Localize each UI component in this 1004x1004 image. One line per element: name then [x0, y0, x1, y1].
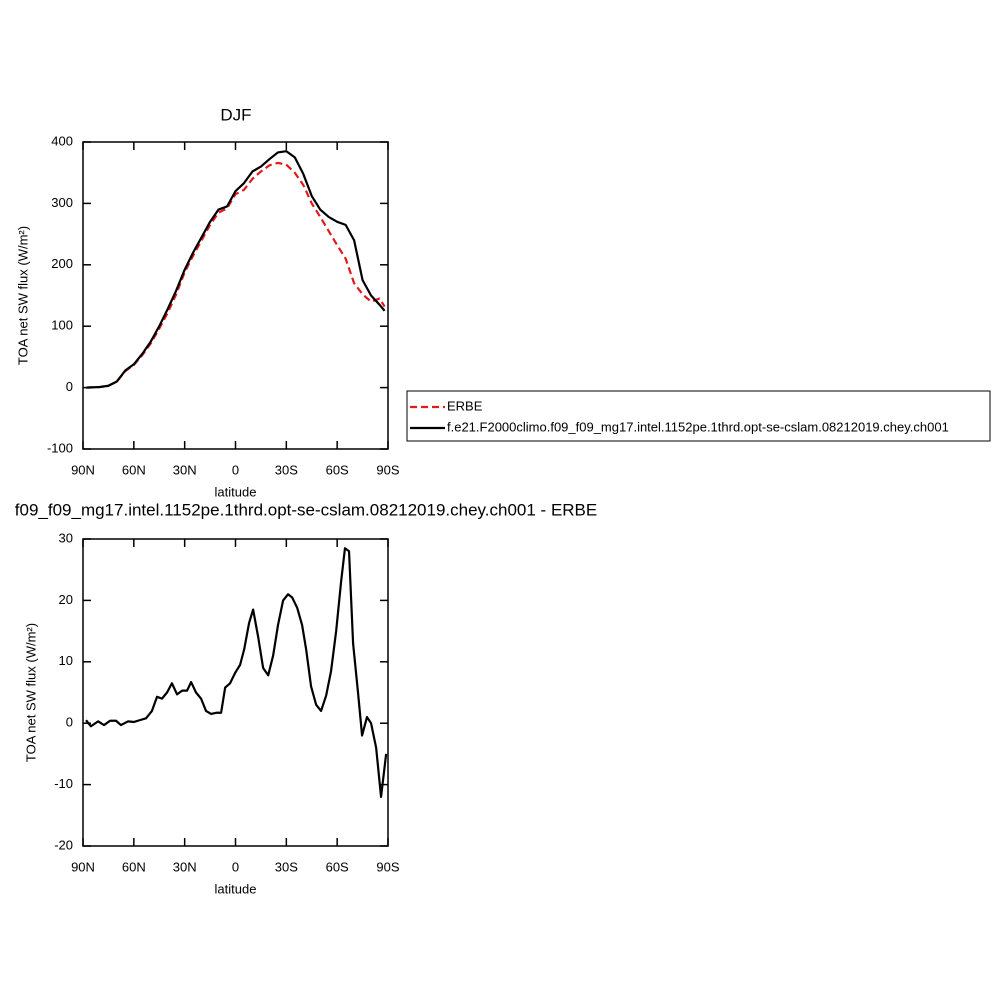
x-tick-label: 60S: [326, 462, 349, 477]
x-tick-label: 0: [232, 462, 239, 477]
x-tick-label: 90S: [376, 462, 399, 477]
x-tick-label: 60N: [122, 462, 146, 477]
y-tick-label: 0: [66, 715, 73, 730]
x-tick-label: 30N: [173, 859, 197, 874]
x-tick-label: 30S: [275, 859, 298, 874]
plot-frame: [82, 538, 389, 847]
legend-label: ERBE: [447, 398, 483, 413]
y-tick-label: 10: [59, 653, 73, 668]
y-tick-label: 200: [51, 256, 73, 271]
x-tick-label: 30S: [275, 462, 298, 477]
chart-title: DJF: [220, 105, 251, 124]
x-tick-label: 90N: [71, 859, 95, 874]
series-line: [85, 547, 388, 798]
x-tick-label: 0: [232, 859, 239, 874]
x-tick-label: 90S: [376, 859, 399, 874]
x-tick-label: 30N: [173, 462, 197, 477]
y-tick-label: 0: [66, 379, 73, 394]
y-tick-label: 400: [51, 133, 73, 148]
y-tick-label: -100: [47, 440, 73, 455]
chart-title: f09_f09_mg17.intel.1152pe.1thrd.opt-se-c…: [15, 500, 597, 519]
series-line: [86, 150, 386, 389]
x-axis-label: latitude: [215, 881, 257, 896]
y-tick-label: 20: [59, 592, 73, 607]
x-tick-label: 90N: [71, 462, 95, 477]
y-tick-label: -20: [54, 837, 73, 852]
y-tick-label: 100: [51, 318, 73, 333]
legend-label: f.e21.F2000climo.f09_f09_mg17.intel.1152…: [447, 419, 949, 434]
y-axis-label: TOA net SW flux (W/m²): [15, 226, 30, 365]
y-axis-label: TOA net SW flux (W/m²): [23, 623, 38, 762]
series-line: [86, 161, 386, 389]
y-tick-label: 300: [51, 195, 73, 210]
x-tick-label: 60N: [122, 859, 146, 874]
y-tick-label: 30: [59, 530, 73, 545]
y-tick-label: -10: [54, 776, 73, 791]
plot-frame: [82, 141, 389, 450]
x-tick-label: 60S: [326, 859, 349, 874]
x-axis-label: latitude: [215, 484, 257, 499]
legend-box: [406, 390, 991, 442]
